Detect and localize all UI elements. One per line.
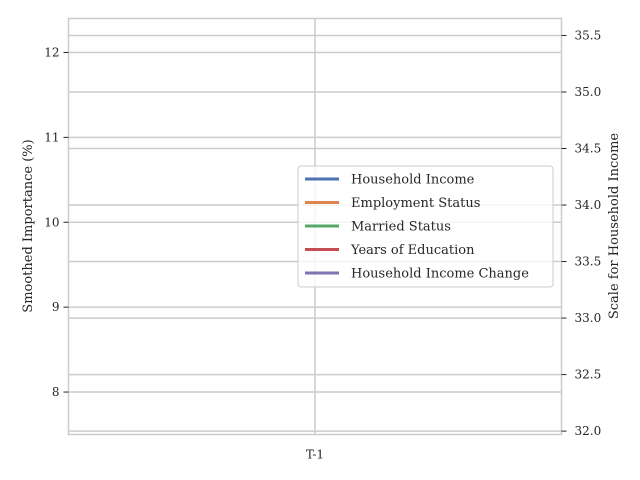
left-tick-label: 12 (44, 45, 59, 59)
plot-frame (67, 17, 563, 436)
right-tick-label: 35.0 (575, 85, 602, 99)
legend-label: Employment Status (351, 196, 480, 211)
x-ticks: T-1 (306, 448, 324, 462)
left-y-axis-label: Smoothed Importance (%) (21, 139, 36, 312)
left-y-ticks: 8 9 10 11 12 (44, 45, 69, 399)
right-tick-label: 32.5 (575, 368, 602, 382)
right-tick-label: 33.0 (575, 311, 602, 325)
legend: Household Income Employment Status Married… (297, 165, 554, 288)
x-tick-label: T-1 (306, 448, 324, 462)
right-tick-label: 33.5 (575, 255, 602, 269)
right-tick-label: 32.0 (575, 424, 602, 438)
right-y-axis-label: Scale for Household Income (607, 133, 622, 320)
right-y-ticks: 32.0 32.5 33.0 33.5 34.0 34.5 35.0 35.5 (561, 28, 602, 438)
left-tick-label: 8 (52, 385, 60, 399)
right-tick-label: 34.5 (575, 142, 602, 156)
left-tick-label: 10 (44, 215, 59, 229)
legend-label: Household Income (351, 173, 475, 188)
legend-label: Years of Education (350, 243, 475, 258)
legend-box (297, 165, 554, 288)
legend-label: Married Status (351, 220, 451, 235)
legend-label: Household Income Change (351, 267, 529, 282)
right-tick-label: 34.0 (575, 198, 602, 212)
left-tick-label: 9 (52, 300, 60, 314)
left-tick-label: 11 (44, 130, 59, 144)
right-tick-label: 35.5 (575, 28, 602, 42)
